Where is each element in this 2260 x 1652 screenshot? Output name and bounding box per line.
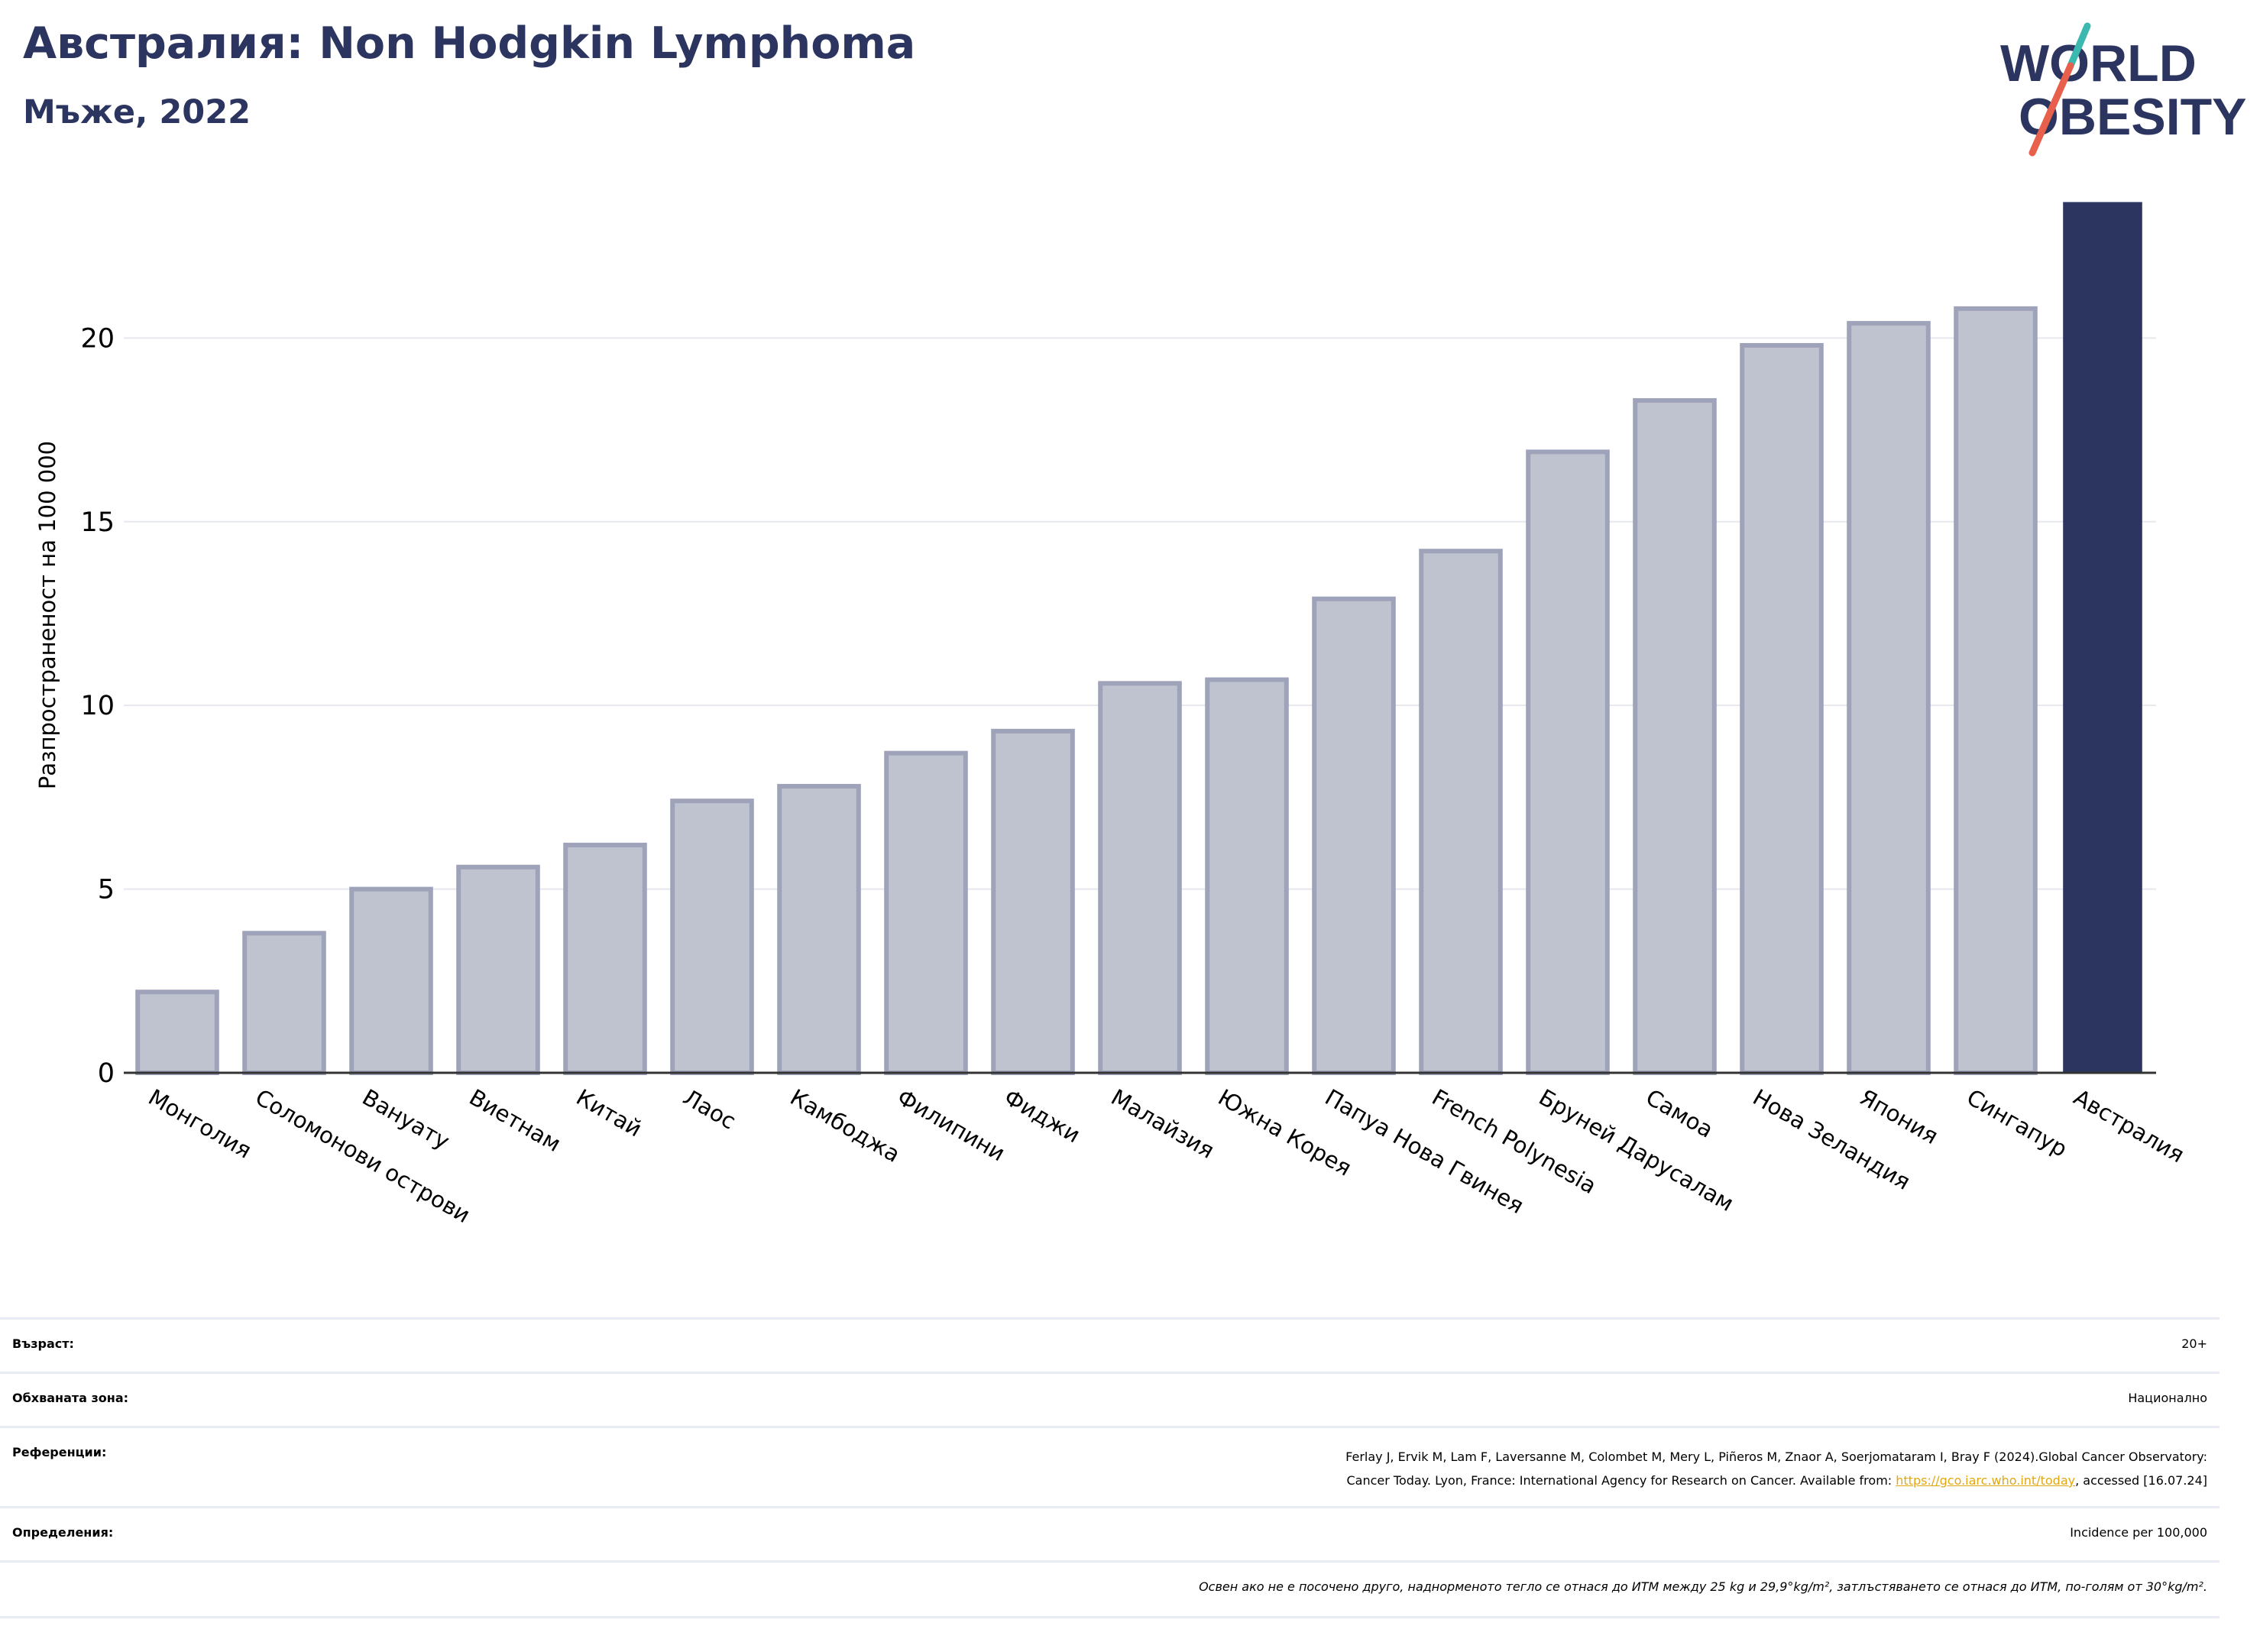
y-tick-label: 10	[80, 691, 115, 721]
footnote: Освен ако не е посочено друго, наднормен…	[1199, 1579, 2207, 1594]
definitions-label: Определения:	[12, 1525, 114, 1540]
y-tick-label: 20	[80, 323, 115, 354]
references-link[interactable]: https://gco.iarc.who.int/today	[1896, 1473, 2076, 1488]
bar-4	[456, 864, 540, 1075]
references-line-2-text: Cancer Today. Lyon, France: Internationa…	[1346, 1473, 1896, 1488]
y-tick-label: 5	[98, 875, 115, 905]
meta-row-area: Обхваната зона: Национално	[0, 1372, 2220, 1427]
y-tick-label: 0	[98, 1058, 115, 1089]
bar-2	[242, 931, 326, 1075]
references-label: Референции:	[12, 1445, 107, 1459]
x-tick-label: Виетнам	[465, 1084, 565, 1157]
bar-12	[1312, 596, 1396, 1075]
x-tick-label: Китай	[572, 1084, 646, 1142]
age-label: Възраст:	[12, 1336, 74, 1351]
x-tick-label: Вануату	[358, 1084, 455, 1155]
bar-13	[1419, 549, 1503, 1075]
references-line-1: Ferlay J, Ervik M, Lam F, Laversanne M, …	[1345, 1450, 2207, 1464]
x-tick-label: Лаос	[679, 1084, 740, 1135]
bar-9	[991, 728, 1075, 1075]
references-line-2-end: , accessed [16.07.24]	[2075, 1473, 2207, 1488]
x-tick-label: Папуа Нова Гвинея	[1321, 1084, 1529, 1220]
logo-word-world: WORLD	[2000, 34, 2197, 92]
x-tick-label: Бруней Дарусалам	[1535, 1084, 1739, 1217]
definitions-value: Incidence per 100,000	[2070, 1525, 2207, 1540]
references-value: Ferlay J, Ervik M, Lam F, Laversanne M, …	[1345, 1445, 2207, 1492]
bar-16	[1740, 342, 1824, 1075]
bar-5	[563, 842, 647, 1075]
area-label: Обхваната зона:	[12, 1391, 129, 1405]
bar-10	[1098, 681, 1182, 1075]
x-tick-label: Самоа	[1642, 1084, 1718, 1143]
bar-6	[670, 798, 754, 1076]
x-tick-label: Монголия	[144, 1084, 256, 1164]
references-line-2: Cancer Today. Lyon, France: Internationa…	[1345, 1469, 2208, 1492]
y-tick-label: 15	[80, 507, 115, 538]
x-tick-label: Филипини	[893, 1084, 1010, 1167]
area-value: Национално	[2128, 1391, 2207, 1405]
meta-row-age: Възраст: 20+	[0, 1317, 2220, 1373]
x-tick-label: Австралия	[2070, 1084, 2189, 1168]
chart-subtitle: Мъже, 2022	[23, 93, 251, 131]
x-tick-label: Сингапур	[1963, 1084, 2072, 1162]
x-tick-label: Фиджи	[1000, 1084, 1085, 1148]
bar-15	[1633, 398, 1717, 1075]
bar-19	[2063, 202, 2142, 1073]
age-value: 20+	[2181, 1336, 2207, 1351]
bar-1	[135, 990, 219, 1076]
x-tick-label: Камбоджа	[786, 1084, 905, 1168]
x-tick-label: Малайзия	[1107, 1084, 1219, 1164]
y-axis-label: Разпространеност на 100 000	[34, 441, 60, 789]
bar-7	[777, 783, 861, 1075]
chart-title: Австралия: Non Hodgkin Lymphoma	[23, 18, 916, 69]
logo-slash-bottom	[2028, 62, 2074, 157]
bar-18	[1954, 306, 2038, 1076]
bar-14	[1526, 449, 1610, 1075]
logo-slash-top	[2067, 22, 2091, 70]
bar-17	[1847, 321, 1931, 1076]
bar-11	[1205, 677, 1289, 1075]
world-obesity-logo: WORLD OBESITY	[2000, 22, 2246, 157]
meta-row-note: Освен ако не е посочено друго, наднормен…	[0, 1560, 2220, 1618]
bar-8	[884, 750, 968, 1075]
meta-row-references: Референции: Ferlay J, Ervik M, Lam F, La…	[0, 1426, 2220, 1508]
bar-3	[349, 886, 433, 1076]
x-tick-label: Япония	[1856, 1084, 1943, 1149]
meta-row-definitions: Определения: Incidence per 100,000	[0, 1506, 2220, 1562]
bars	[135, 202, 2142, 1076]
